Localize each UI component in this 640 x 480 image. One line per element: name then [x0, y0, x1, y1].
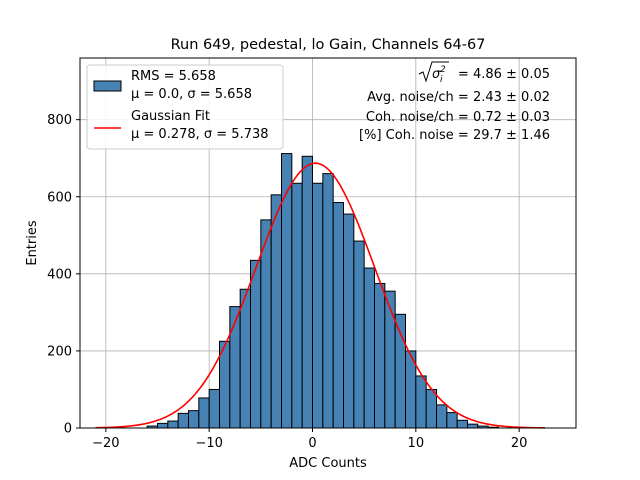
histogram-bar — [281, 153, 293, 429]
histogram-bar — [467, 423, 479, 429]
histogram-bar — [198, 397, 210, 429]
legend-fit-label: Gaussian Fit — [131, 109, 210, 124]
annotation-avg-noise: Avg. noise/ch = 2.43 ± 0.02 — [367, 90, 550, 105]
x-tick-label: 20 — [511, 436, 528, 451]
histogram-bar — [343, 213, 355, 429]
gaussian-fit — [95, 162, 546, 429]
x-tick-label: −10 — [195, 436, 222, 451]
chart-title: Run 649, pedestal, lo Gain, Channels 64-… — [171, 37, 486, 53]
histogram-bar — [322, 173, 334, 429]
histogram-bar — [353, 240, 365, 429]
histogram-bar — [363, 267, 375, 429]
x-axis-label: ADC Counts — [289, 456, 367, 471]
histogram-bar — [167, 420, 179, 429]
histogram-bar — [270, 194, 282, 429]
histogram-bar — [415, 375, 427, 429]
histogram-bar — [332, 202, 344, 429]
legend-box — [86, 64, 284, 150]
y-tick-label: 400 — [47, 267, 72, 282]
histogram-bar — [208, 388, 221, 429]
y-axis-label: Entries — [25, 220, 40, 266]
x-tick-label: −20 — [92, 436, 119, 451]
y-axis-ticks: 0 200 400 600 800 — [47, 113, 80, 437]
annotation-sqrt-sigma: = 4.86 ± 0.05 — [458, 67, 550, 82]
x-tick-label: 0 — [308, 436, 316, 451]
histogram-bar — [446, 412, 458, 429]
y-tick-label: 600 — [47, 190, 72, 205]
legend-histogram-swatch — [93, 80, 122, 92]
svg-text:2: 2 — [440, 65, 446, 75]
legend-histogram-sublabel: μ = 0.0, σ = 5.658 — [131, 87, 252, 102]
y-tick-label: 800 — [47, 113, 72, 128]
histogram-bar — [312, 182, 324, 429]
histogram-bar — [188, 410, 200, 429]
noise-annotations: σ 2 i = 4.86 ± 0.05 Avg. noise/ch = 2.43… — [359, 61, 550, 143]
gaussian-fit-line — [95, 162, 546, 429]
histogram-bar — [301, 155, 313, 429]
histogram-bar — [384, 290, 396, 429]
svg-text:σ: σ — [432, 67, 441, 82]
annotation-coh-noise-percent: [%] Coh. noise = 29.7 ± 1.46 — [359, 128, 550, 143]
histogram-bar — [157, 422, 169, 429]
histogram-bar — [177, 412, 190, 429]
histogram-bar — [239, 288, 252, 429]
histogram-bars — [146, 153, 499, 429]
annotation-coh-noise-per-ch: Coh. noise/ch = 0.72 ± 0.03 — [366, 110, 550, 125]
histogram-bar — [250, 259, 262, 429]
legend-fit-sublabel: μ = 0.278, σ = 5.738 — [131, 127, 269, 142]
histogram-bar — [291, 182, 303, 429]
histogram-bar — [456, 419, 468, 429]
legend: RMS = 5.658 μ = 0.0, σ = 5.658 Gaussian … — [86, 64, 284, 150]
histogram-bar — [229, 306, 241, 429]
x-axis-ticks: −20 −10 0 10 20 — [92, 428, 527, 451]
sqrt-sigma-symbol: σ 2 i — [418, 61, 449, 85]
svg-text:i: i — [440, 75, 443, 85]
legend-histogram-label: RMS = 5.658 — [131, 69, 216, 84]
x-tick-label: 10 — [408, 436, 425, 451]
plot-frame — [79, 57, 577, 429]
y-tick-label: 200 — [47, 344, 72, 359]
histogram-bar — [374, 282, 386, 429]
histogram-bar — [436, 404, 448, 429]
y-tick-label: 0 — [64, 422, 72, 437]
histogram-bar — [425, 388, 437, 429]
